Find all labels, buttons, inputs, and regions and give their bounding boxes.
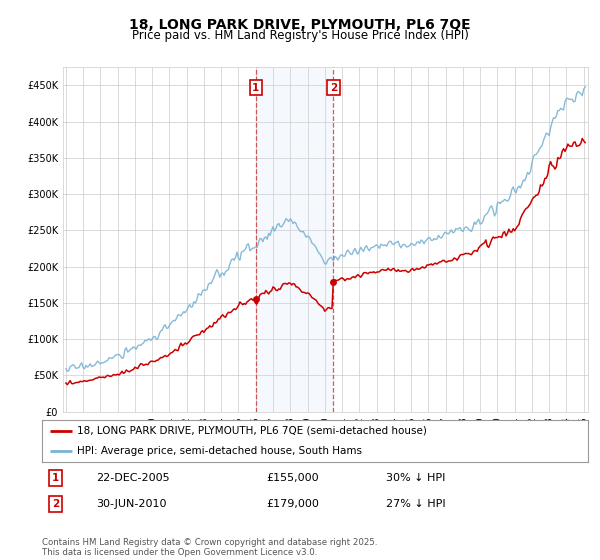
Text: 30% ↓ HPI: 30% ↓ HPI — [386, 473, 445, 483]
Text: 27% ↓ HPI: 27% ↓ HPI — [386, 499, 446, 509]
Text: 1: 1 — [52, 473, 59, 483]
Text: 18, LONG PARK DRIVE, PLYMOUTH, PL6 7QE: 18, LONG PARK DRIVE, PLYMOUTH, PL6 7QE — [129, 18, 471, 32]
Text: 30-JUN-2010: 30-JUN-2010 — [97, 499, 167, 509]
Text: 22-DEC-2005: 22-DEC-2005 — [97, 473, 170, 483]
Text: 18, LONG PARK DRIVE, PLYMOUTH, PL6 7QE (semi-detached house): 18, LONG PARK DRIVE, PLYMOUTH, PL6 7QE (… — [77, 426, 427, 436]
Text: 2: 2 — [52, 499, 59, 509]
Bar — [256, 67, 334, 412]
Text: Contains HM Land Registry data © Crown copyright and database right 2025.
This d: Contains HM Land Registry data © Crown c… — [42, 538, 377, 557]
Text: £155,000: £155,000 — [266, 473, 319, 483]
Text: Price paid vs. HM Land Registry's House Price Index (HPI): Price paid vs. HM Land Registry's House … — [131, 29, 469, 42]
Text: £179,000: £179,000 — [266, 499, 319, 509]
Text: 2: 2 — [330, 82, 337, 92]
Text: 1: 1 — [252, 82, 259, 92]
Text: HPI: Average price, semi-detached house, South Hams: HPI: Average price, semi-detached house,… — [77, 446, 362, 456]
